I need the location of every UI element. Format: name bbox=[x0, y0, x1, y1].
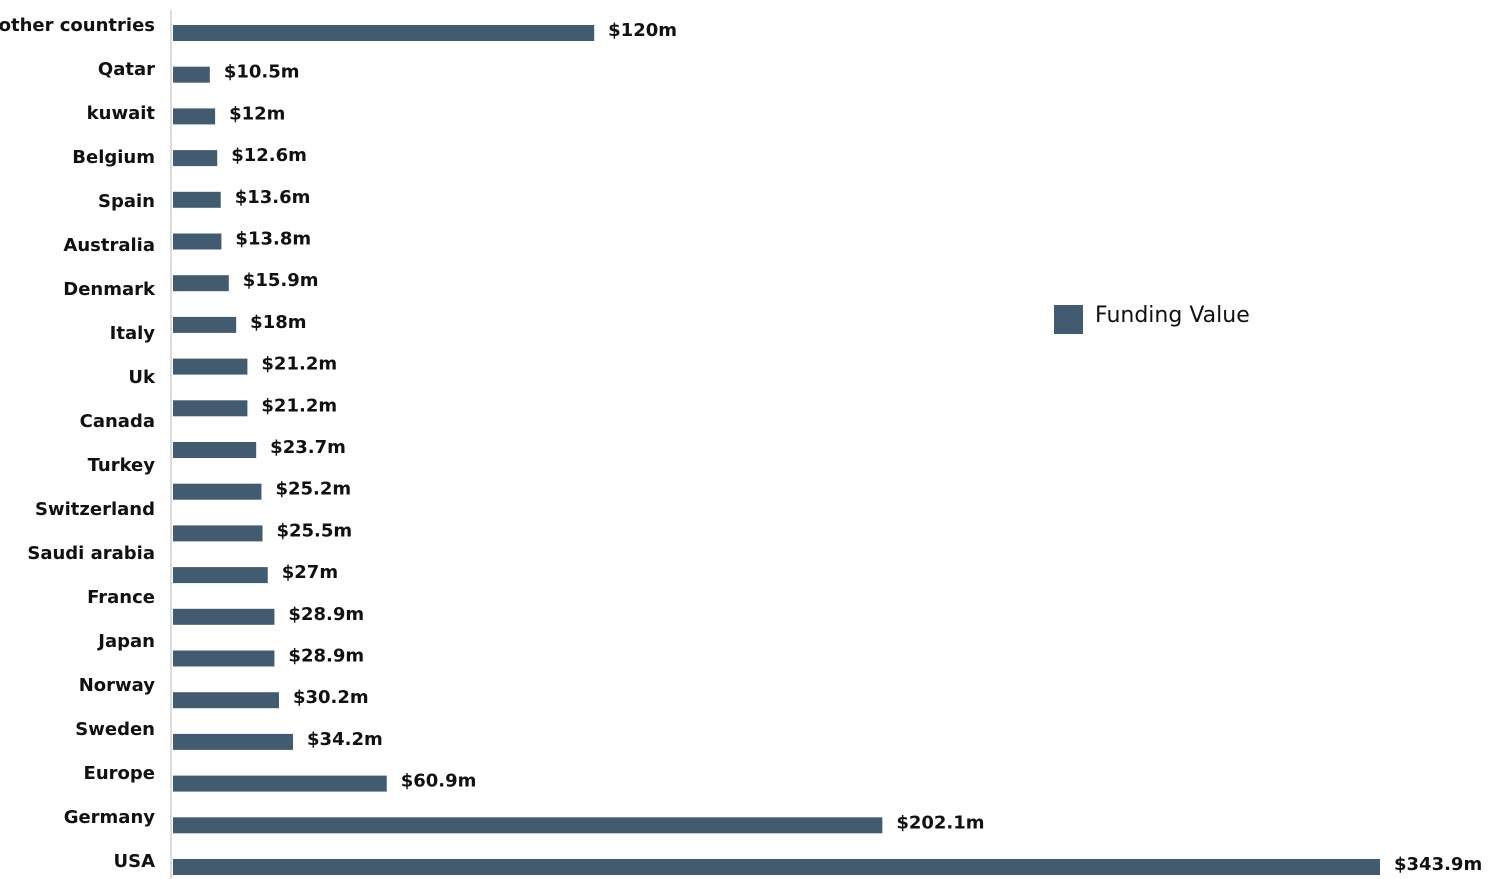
category-label: Japan bbox=[96, 631, 155, 652]
category-label: other countries bbox=[0, 15, 155, 36]
legend-swatch bbox=[1054, 305, 1083, 334]
category-label: Italy bbox=[110, 323, 156, 344]
value-label: $15.9m bbox=[243, 270, 319, 291]
category-label: Germany bbox=[64, 807, 156, 828]
value-label: $23.7m bbox=[270, 437, 346, 458]
bar bbox=[173, 525, 263, 542]
value-label: $12.6m bbox=[231, 145, 307, 166]
value-label: $25.2m bbox=[275, 479, 351, 500]
bar bbox=[173, 191, 221, 208]
value-label: $28.9m bbox=[288, 604, 364, 625]
category-label: Spain bbox=[98, 191, 155, 212]
value-label: $202.1m bbox=[896, 812, 984, 833]
bar bbox=[173, 358, 248, 375]
category-label: Turkey bbox=[88, 455, 156, 476]
category-label: Switzerland bbox=[35, 499, 155, 520]
category-label: Belgium bbox=[72, 147, 155, 168]
value-label: $60.9m bbox=[401, 771, 477, 792]
bar bbox=[173, 66, 210, 83]
category-label: Australia bbox=[63, 235, 155, 256]
legend-label: Funding Value bbox=[1095, 303, 1250, 328]
category-label: kuwait bbox=[87, 103, 156, 124]
bar bbox=[173, 608, 275, 625]
value-label: $21.2m bbox=[261, 354, 337, 375]
bar bbox=[173, 316, 237, 333]
bar bbox=[173, 275, 229, 292]
bar bbox=[173, 108, 216, 125]
bar bbox=[173, 442, 257, 458]
bar bbox=[173, 400, 248, 417]
value-label: $343.9m bbox=[1394, 854, 1482, 875]
value-label: $21.2m bbox=[261, 395, 337, 416]
bar bbox=[173, 650, 275, 667]
bar bbox=[173, 775, 387, 792]
bar bbox=[173, 733, 294, 750]
bar bbox=[173, 483, 262, 500]
bar bbox=[173, 692, 279, 709]
category-label: Canada bbox=[80, 411, 155, 432]
category-label: Uk bbox=[128, 367, 156, 388]
value-label: $30.2m bbox=[293, 687, 369, 708]
bar bbox=[173, 817, 883, 834]
bar bbox=[173, 150, 218, 167]
value-label: $12m bbox=[229, 103, 285, 124]
value-label: $10.5m bbox=[224, 62, 300, 83]
bar bbox=[173, 859, 1380, 875]
bar bbox=[173, 25, 595, 41]
value-label: $120m bbox=[608, 20, 677, 41]
category-label: Europe bbox=[84, 763, 155, 784]
category-label: Norway bbox=[79, 675, 156, 696]
category-label: USA bbox=[113, 851, 155, 872]
category-label: France bbox=[87, 587, 155, 608]
bar bbox=[173, 233, 222, 250]
category-label: Sweden bbox=[75, 719, 155, 740]
category-label: Saudi arabia bbox=[27, 543, 155, 564]
value-label: $13.8m bbox=[235, 229, 311, 250]
value-label: $13.6m bbox=[235, 187, 311, 208]
value-label: $28.9m bbox=[288, 646, 364, 667]
value-label: $34.2m bbox=[307, 729, 383, 750]
category-label: Qatar bbox=[98, 59, 155, 80]
bar bbox=[173, 567, 268, 584]
value-label: $25.5m bbox=[276, 520, 352, 541]
value-label: $27m bbox=[282, 562, 338, 583]
value-label: $18m bbox=[250, 312, 306, 333]
category-label: Denmark bbox=[63, 279, 156, 300]
